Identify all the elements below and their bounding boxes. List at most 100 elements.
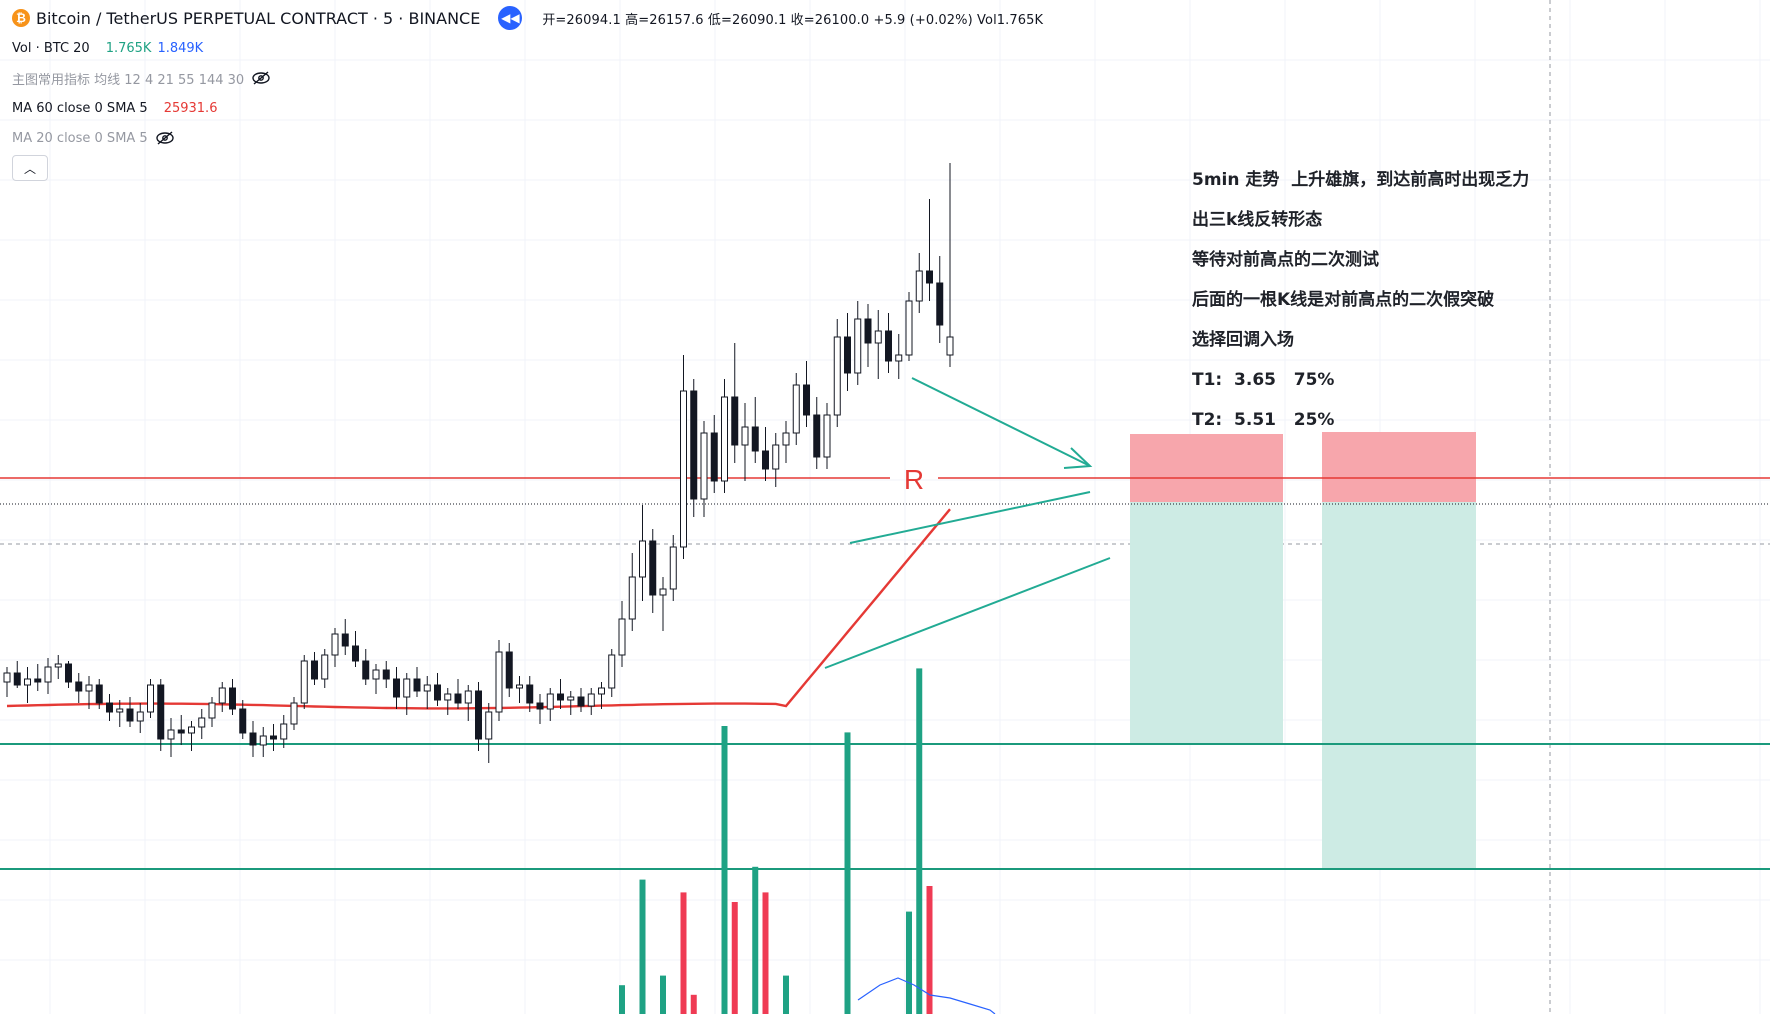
candle-body: [936, 282, 944, 326]
candle-body: [618, 618, 626, 656]
candle-body: [423, 684, 431, 692]
candle-body: [454, 693, 462, 704]
candle-body: [13, 672, 21, 686]
symbol-title[interactable]: Bitcoin / TetherUS PERPETUAL CONTRACT · …: [36, 8, 481, 28]
candle-body: [444, 693, 452, 701]
candle-body: [608, 654, 616, 689]
candle-body: [34, 678, 42, 683]
candle-body: [536, 702, 544, 710]
user-drawings: [824, 377, 1111, 669]
main-indicator-label: 主图常用指标 均线 12 4 21 55 144 30: [12, 72, 245, 88]
vol-label: Vol · BTC 20: [12, 40, 90, 56]
resistance-label: R: [904, 464, 924, 495]
legend-panel: Vol · BTC 20 1.765K 1.849K 主图常用指标 均线 12 …: [12, 38, 272, 148]
position-zones: [1130, 432, 1476, 869]
stop-zone-2: [1322, 432, 1476, 502]
volume-bar: [783, 975, 789, 1014]
candle-body: [95, 684, 103, 704]
main-indicator-legend[interactable]: 主图常用指标 均线 12 4 21 55 144 30: [12, 68, 272, 88]
candle-body: [24, 678, 31, 686]
candle-body: [516, 684, 523, 689]
candle-body: [772, 444, 780, 470]
horizontal-lines: [0, 477, 1770, 870]
volume-ma-line: [857, 977, 996, 1014]
candle-body: [700, 432, 708, 500]
candle-body: [649, 540, 657, 596]
ma60-value: 25931.6: [163, 100, 218, 116]
candle-body: [372, 669, 380, 680]
note-line: 出三k线反转形态: [1192, 210, 1323, 230]
candle-body: [813, 414, 821, 458]
candle-body: [526, 684, 534, 704]
volume-bar: [752, 866, 759, 1014]
candle-body: [567, 696, 575, 701]
candle-body: [321, 654, 329, 680]
candle-body: [393, 678, 400, 698]
candle-body: [249, 732, 257, 746]
candle-body: [362, 660, 370, 680]
eye-off-icon[interactable]: [250, 70, 272, 86]
candle-body: [65, 663, 72, 683]
candle-body: [434, 684, 441, 701]
candle-body: [690, 390, 698, 500]
ma20-legend[interactable]: MA 20 close 0 SMA 5: [12, 128, 272, 148]
volume-bar: [639, 879, 646, 1014]
candle-body: [762, 450, 769, 470]
candle-body: [85, 684, 93, 692]
candle-body: [198, 717, 206, 728]
rewind-icon[interactable]: ◀◀: [498, 6, 523, 30]
candle-body: [905, 300, 913, 356]
volume-bar: [844, 732, 851, 1014]
volume-bar: [731, 902, 738, 1014]
candle-body: [290, 702, 298, 725]
candle-body: [915, 270, 923, 302]
candle-body: [833, 336, 841, 416]
candle-body: [895, 354, 903, 362]
volume-bar: [721, 726, 728, 1014]
volume-bar: [906, 911, 912, 1014]
candle-body: [229, 687, 236, 710]
volume-bars: [619, 668, 933, 1014]
candle-body: [126, 708, 134, 722]
note-line: 5min 走势 上升雄旗，到达前高时出现乏力: [1192, 170, 1530, 190]
candle-body: [485, 711, 493, 740]
vol-legend[interactable]: Vol · BTC 20 1.765K 1.849K: [12, 38, 272, 58]
candle-body: [505, 651, 513, 689]
ma60-label: MA 60 close 0 SMA 5: [12, 100, 148, 116]
candle-body: [864, 318, 872, 344]
ma60-legend[interactable]: MA 60 close 0 SMA 5 25931.6: [12, 98, 272, 118]
candle-body: [598, 687, 605, 695]
candle-body: [464, 690, 472, 704]
eye-off-icon[interactable]: [154, 130, 176, 146]
candle-body: [177, 729, 185, 734]
candle-body: [259, 735, 267, 746]
candle-body: [280, 723, 288, 740]
volume-bar: [660, 975, 666, 1014]
candle-body: [751, 426, 759, 452]
candle-body: [803, 384, 810, 416]
candle-body: [167, 729, 175, 740]
candle-body: [659, 588, 667, 596]
volume-bar: [916, 668, 923, 1014]
volume-bar: [619, 985, 625, 1014]
ma60-line: [6, 508, 951, 710]
candle-body: [341, 633, 349, 647]
candle-body: [495, 651, 503, 713]
vol-value2: 1.849K: [157, 40, 204, 56]
collapse-legend-button[interactable]: ︿: [12, 155, 48, 181]
candle-body: [239, 708, 247, 734]
candle-body: [926, 270, 933, 284]
candle-body: [721, 396, 728, 482]
volume-bar: [690, 994, 697, 1014]
candle-body: [300, 660, 308, 704]
candle-body: [352, 645, 359, 662]
candle-body: [331, 633, 339, 656]
candle-body: [311, 660, 318, 680]
volume-bar: [680, 892, 687, 1014]
note-line: 选择回调入场: [1192, 330, 1294, 350]
candle-body: [823, 414, 831, 458]
candle-body: [382, 669, 390, 680]
candle-body: [577, 696, 585, 707]
